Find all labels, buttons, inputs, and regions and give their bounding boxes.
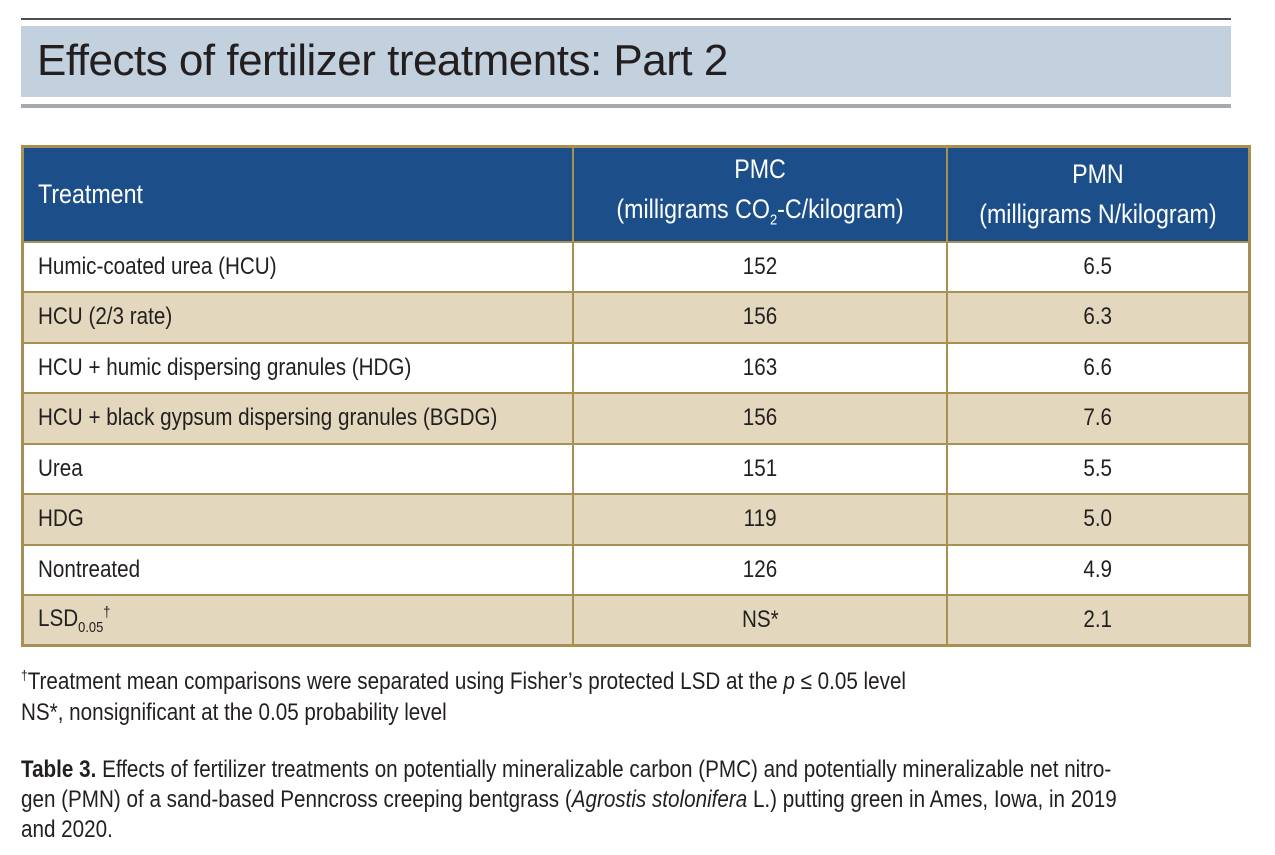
table-row: Nontreated 126 4.9	[21, 543, 1251, 596]
treatment-cell: Nontreated	[21, 543, 575, 596]
treatment-cell: HCU + humic dispersing granules (HDG)	[21, 341, 575, 394]
table-row: HCU + humic dispersing granules (HDG) 16…	[21, 341, 1251, 394]
pmn-cell: 5.0	[946, 493, 1251, 546]
table-row: Humic-coated urea (HCU) 152 6.5	[21, 240, 1251, 293]
footnotes: †Treatment mean comparisons were separat…	[21, 660, 1050, 728]
table-caption: Table 3. Effects of fertilizer treatment…	[21, 756, 1117, 843]
treatment-cell: Humic-coated urea (HCU)	[21, 240, 575, 293]
pmn-cell: 6.5	[946, 240, 1251, 293]
results-table: Treatment PMC (milligrams CO2-C/kilogram…	[21, 145, 1251, 647]
table-row: HCU + black gypsum dispersing granules (…	[21, 392, 1251, 445]
footnote-dagger: †Treatment mean comparisons were separat…	[21, 667, 907, 695]
pmn-cell: 4.9	[946, 543, 1251, 596]
bottom-rule	[21, 104, 1231, 108]
table-row: HCU (2/3 rate) 156 6.3	[21, 291, 1251, 344]
pmc-cell: 151	[572, 442, 949, 495]
pmc-cell: NS*	[572, 594, 949, 647]
pmc-unit: (milligrams CO2-C/kilogram)	[616, 193, 904, 228]
pmn-cell: 6.6	[946, 341, 1251, 394]
pmc-cell: 152	[572, 240, 949, 293]
pmc-cell: 119	[572, 493, 949, 546]
column-header-pmn: PMN (milligrams N/kilogram)	[946, 145, 1251, 243]
title-band: Effects of fertilizer treatments: Part 2	[21, 26, 1231, 97]
table-row: HDG 119 5.0	[21, 493, 1251, 546]
lsd-label-cell: LSD0.05†	[21, 594, 575, 647]
lsd-row: LSD0.05† NS* 2.1	[21, 594, 1251, 647]
treatment-cell: HCU (2/3 rate)	[21, 291, 575, 344]
footnote-ns: NS*, nonsignificant at the 0.05 probabil…	[21, 699, 447, 726]
pmn-cell: 6.3	[946, 291, 1251, 344]
page-title: Effects of fertilizer treatments: Part 2	[37, 36, 728, 85]
column-header-pmc: PMC (milligrams CO2-C/kilogram)	[572, 145, 949, 243]
top-rule	[21, 18, 1231, 20]
pmn-cell: 5.5	[946, 442, 1251, 495]
column-header-treatment: Treatment	[21, 145, 575, 243]
table-row: Urea 151 5.5	[21, 442, 1251, 495]
pmc-cell: 156	[572, 392, 949, 445]
treatment-cell: HCU + black gypsum dispersing granules (…	[21, 392, 575, 445]
pmc-cell: 126	[572, 543, 949, 596]
caption-label: Table 3.	[21, 756, 97, 783]
table-header-row: Treatment PMC (milligrams CO2-C/kilogram…	[21, 145, 1251, 243]
treatment-cell: HDG	[21, 493, 575, 546]
pmn-cell: 2.1	[946, 594, 1251, 647]
pmn-unit: (milligrams N/kilogram)	[979, 199, 1217, 230]
pmn-cell: 7.6	[946, 392, 1251, 445]
pmc-label: PMC	[734, 153, 787, 184]
treatment-cell: Urea	[21, 442, 575, 495]
pmn-label: PMN	[1072, 159, 1124, 190]
pmc-cell: 163	[572, 341, 949, 394]
pmc-cell: 156	[572, 291, 949, 344]
